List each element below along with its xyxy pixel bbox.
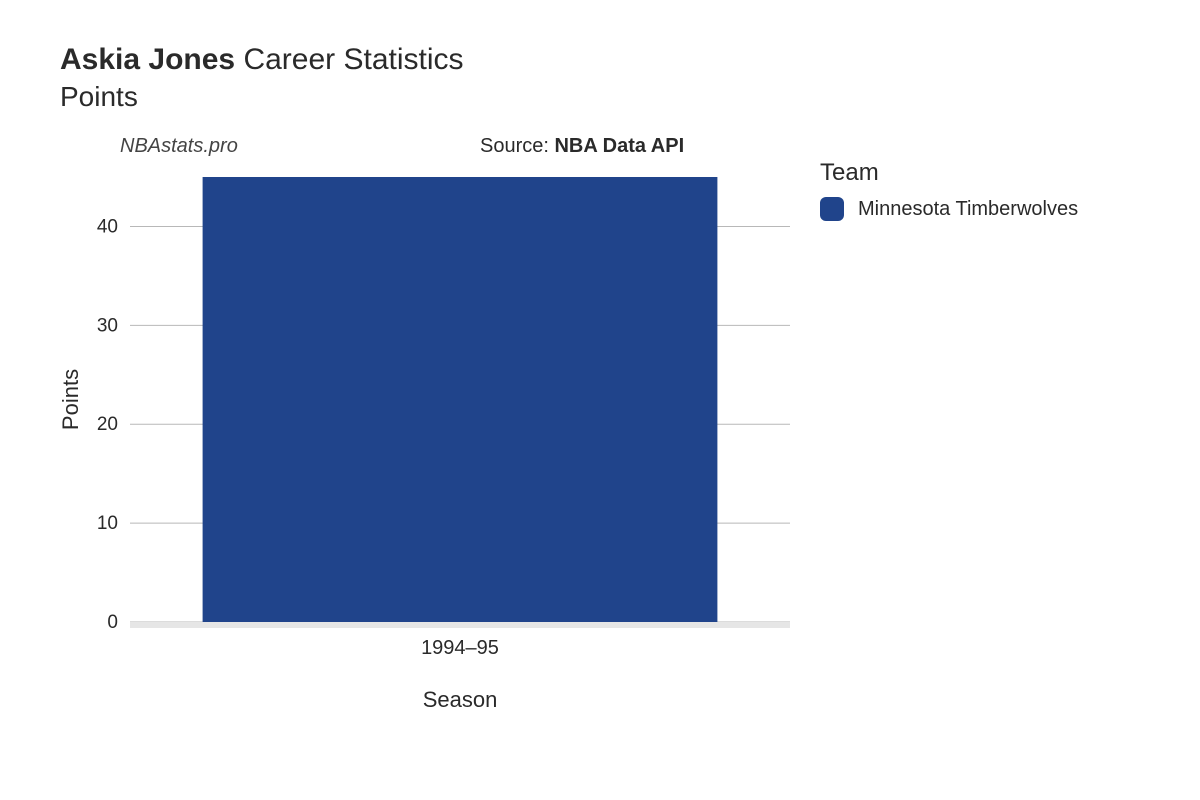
legend: Team Minnesota Timberwolves (820, 159, 1078, 221)
x-tick-label: 1994–95 (421, 637, 499, 659)
y-tick-label: 30 (97, 315, 118, 336)
title-block: Askia Jones Career Statistics Points (60, 40, 1180, 113)
y-tick-label: 0 (107, 612, 118, 633)
source-label: Source: (480, 135, 554, 157)
y-tick-label: 40 (97, 216, 118, 237)
legend-label: Minnesota Timberwolves (858, 198, 1078, 221)
chart-title: Askia Jones Career Statistics (60, 40, 1180, 79)
title-player: Askia Jones (60, 43, 235, 76)
legend-swatch (820, 197, 844, 221)
y-tick-label: 20 (97, 414, 118, 435)
x-axis-title: Season (423, 687, 498, 712)
y-tick-label: 10 (97, 513, 118, 534)
baseline (130, 622, 790, 628)
bar (203, 177, 718, 622)
source-value: NBA Data API (554, 135, 684, 157)
site-credit: NBAstats.pro (120, 135, 238, 158)
y-axis-title: Points (60, 369, 83, 430)
legend-title: Team (820, 159, 1078, 187)
chart-subtitle: Points (60, 81, 1180, 113)
chart-container: Askia Jones Career Statistics Points NBA… (0, 0, 1200, 800)
chart-area: Team Minnesota Timberwolves 010203040199… (60, 167, 1180, 727)
source-credit: Source: NBA Data API (480, 135, 684, 158)
title-rest: Career Statistics (243, 43, 463, 76)
legend-item: Minnesota Timberwolves (820, 197, 1078, 221)
annotation-row: NBAstats.pro Source: NBA Data API (60, 135, 1180, 161)
bar-chart: 0 10 20 30 40 1994–95 Season Points (60, 167, 820, 727)
